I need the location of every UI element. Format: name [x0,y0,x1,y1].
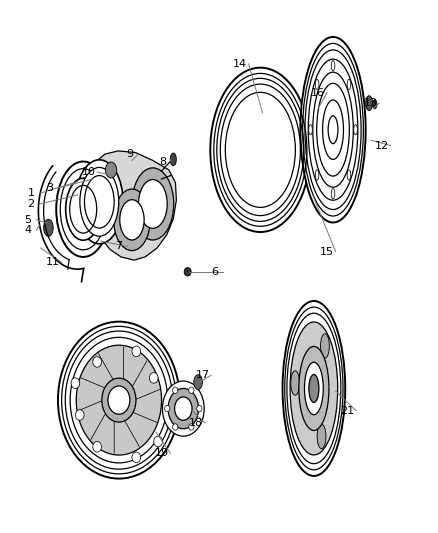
Ellipse shape [76,345,162,455]
Text: 1: 1 [28,188,35,198]
Ellipse shape [165,406,170,412]
Ellipse shape [154,436,162,447]
Text: 10: 10 [81,167,95,177]
Ellipse shape [300,37,366,222]
Ellipse shape [194,375,202,390]
Ellipse shape [331,61,335,71]
Ellipse shape [291,371,300,395]
Ellipse shape [347,170,351,180]
Ellipse shape [58,321,180,479]
Ellipse shape [75,410,84,420]
Ellipse shape [106,162,117,178]
Ellipse shape [189,424,194,430]
Ellipse shape [132,452,141,463]
Ellipse shape [373,100,377,109]
Ellipse shape [313,72,353,187]
Ellipse shape [317,424,326,449]
Ellipse shape [168,389,198,429]
Ellipse shape [309,125,312,135]
Ellipse shape [80,167,119,236]
Text: 16: 16 [311,87,325,98]
Text: 3: 3 [46,183,53,193]
Text: 5: 5 [24,215,31,225]
Ellipse shape [283,301,345,476]
Text: 14: 14 [233,59,247,69]
Text: 7: 7 [115,241,123,252]
Ellipse shape [220,84,300,216]
Ellipse shape [170,153,177,166]
Text: 19: 19 [155,448,169,458]
Ellipse shape [93,441,102,452]
Ellipse shape [120,200,144,240]
Text: 12: 12 [375,141,389,151]
Ellipse shape [66,178,101,240]
Text: 8: 8 [159,157,166,166]
Text: 13: 13 [364,98,378,108]
Ellipse shape [347,79,351,90]
Ellipse shape [76,160,123,244]
Text: 21: 21 [340,406,354,416]
Ellipse shape [331,189,335,199]
Ellipse shape [162,381,204,436]
Ellipse shape [173,387,178,393]
Ellipse shape [210,68,311,232]
Text: 18: 18 [189,418,203,428]
Ellipse shape [44,219,53,236]
Text: 6: 6 [211,267,218,277]
Ellipse shape [149,373,158,383]
Ellipse shape [138,180,167,228]
Ellipse shape [132,346,141,357]
Ellipse shape [56,161,110,257]
Text: 17: 17 [195,370,209,380]
Ellipse shape [197,406,202,412]
Ellipse shape [132,168,174,240]
Ellipse shape [189,387,194,393]
Text: 4: 4 [24,225,31,236]
Ellipse shape [108,386,130,414]
Polygon shape [95,151,177,260]
Text: 9: 9 [126,149,133,159]
Ellipse shape [93,357,102,367]
Ellipse shape [290,322,338,455]
Ellipse shape [304,362,323,415]
Ellipse shape [315,170,319,180]
Ellipse shape [299,346,329,431]
Text: 15: 15 [320,247,334,257]
Ellipse shape [102,378,136,422]
Ellipse shape [175,397,192,420]
Ellipse shape [114,189,150,251]
Text: 2: 2 [28,199,35,209]
Ellipse shape [309,375,319,402]
Ellipse shape [173,424,178,430]
Ellipse shape [315,79,319,90]
Ellipse shape [354,125,357,135]
Ellipse shape [321,334,329,358]
Ellipse shape [71,378,80,389]
Ellipse shape [184,268,191,276]
Text: 11: 11 [46,257,60,267]
Ellipse shape [366,96,373,111]
Ellipse shape [225,92,295,207]
